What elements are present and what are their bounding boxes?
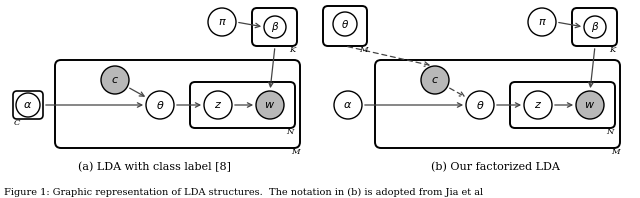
Text: $c$: $c$ bbox=[111, 75, 119, 85]
Circle shape bbox=[524, 91, 552, 119]
Text: $\beta$: $\beta$ bbox=[271, 20, 279, 34]
Text: C: C bbox=[14, 119, 20, 127]
Circle shape bbox=[264, 16, 286, 38]
Circle shape bbox=[256, 91, 284, 119]
FancyBboxPatch shape bbox=[572, 8, 617, 46]
Circle shape bbox=[584, 16, 606, 38]
Text: Figure 1: Graphic representation of LDA structures.  The notation in (b) is adop: Figure 1: Graphic representation of LDA … bbox=[4, 188, 483, 197]
Text: M: M bbox=[291, 148, 300, 156]
FancyBboxPatch shape bbox=[13, 91, 43, 119]
FancyBboxPatch shape bbox=[510, 82, 615, 128]
Text: $w$: $w$ bbox=[584, 100, 596, 110]
Text: (a) LDA with class label [8]: (a) LDA with class label [8] bbox=[79, 162, 232, 172]
Circle shape bbox=[333, 12, 357, 36]
Text: $\theta$: $\theta$ bbox=[476, 99, 484, 111]
Text: $w$: $w$ bbox=[264, 100, 276, 110]
Text: K: K bbox=[289, 46, 295, 54]
Circle shape bbox=[528, 8, 556, 36]
Circle shape bbox=[146, 91, 174, 119]
Circle shape bbox=[576, 91, 604, 119]
Text: $\theta$: $\theta$ bbox=[341, 18, 349, 30]
Text: N: N bbox=[606, 128, 613, 136]
Text: $z$: $z$ bbox=[214, 100, 222, 110]
Text: $\pi$: $\pi$ bbox=[218, 17, 227, 27]
Text: K: K bbox=[609, 46, 615, 54]
Text: (b) Our factorized LDA: (b) Our factorized LDA bbox=[431, 162, 559, 172]
Text: $c$: $c$ bbox=[431, 75, 439, 85]
Text: $\pi$: $\pi$ bbox=[538, 17, 547, 27]
Text: $z$: $z$ bbox=[534, 100, 542, 110]
Circle shape bbox=[421, 66, 449, 94]
FancyBboxPatch shape bbox=[252, 8, 297, 46]
Text: N: N bbox=[286, 128, 293, 136]
Circle shape bbox=[101, 66, 129, 94]
Circle shape bbox=[16, 93, 40, 117]
FancyBboxPatch shape bbox=[55, 60, 300, 148]
FancyBboxPatch shape bbox=[375, 60, 620, 148]
Circle shape bbox=[208, 8, 236, 36]
Circle shape bbox=[204, 91, 232, 119]
Circle shape bbox=[466, 91, 494, 119]
FancyBboxPatch shape bbox=[323, 6, 367, 46]
FancyBboxPatch shape bbox=[190, 82, 295, 128]
Text: $\alpha$: $\alpha$ bbox=[24, 100, 33, 110]
Text: M: M bbox=[359, 46, 367, 54]
Text: $\beta$: $\beta$ bbox=[591, 20, 599, 34]
Circle shape bbox=[334, 91, 362, 119]
Text: $\theta$: $\theta$ bbox=[156, 99, 164, 111]
Text: $\alpha$: $\alpha$ bbox=[344, 100, 353, 110]
Text: M: M bbox=[611, 148, 620, 156]
